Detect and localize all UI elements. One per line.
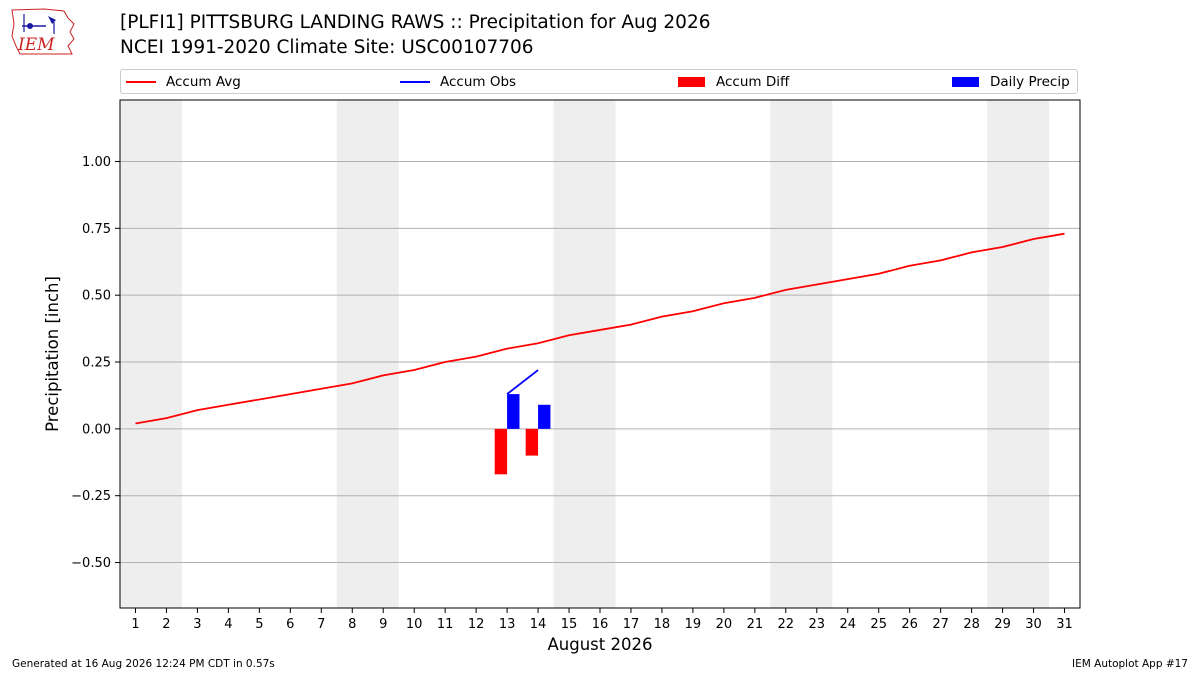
accum-diff-bar (494, 428, 508, 475)
accum-avg-line (135, 232, 1065, 425)
x-tick-label: 17 (623, 617, 640, 632)
x-tick-label: 1 (131, 617, 139, 632)
legend-swatch (400, 81, 430, 83)
x-tick-label: 13 (499, 617, 516, 632)
x-tick-label: 5 (255, 617, 263, 632)
legend-label: Accum Diff (716, 74, 790, 90)
y-tick-label: 0.00 (82, 422, 111, 437)
x-tick-label: 29 (994, 617, 1011, 632)
weekend-band (987, 100, 1050, 608)
weekend-band (770, 100, 833, 608)
x-tick-label: 25 (870, 617, 887, 632)
legend-item-accum-diff: Accum Diff (678, 73, 789, 91)
footer-generated: Generated at 16 Aug 2026 12:24 PM CDT in… (12, 658, 275, 670)
x-tick-label: 7 (317, 617, 325, 632)
legend-swatch (126, 81, 156, 83)
y-tick-label: 0.75 (82, 222, 111, 237)
y-tick-label: 1.00 (82, 155, 111, 170)
svg-text:IEM: IEM (17, 35, 55, 55)
x-tick-label: 24 (839, 617, 856, 632)
legend-label: Daily Precip (990, 74, 1070, 90)
chart-title: [PLFI1] PITTSBURG LANDING RAWS :: Precip… (120, 12, 711, 33)
y-tick-label: −0.25 (71, 489, 111, 504)
x-tick-label: 11 (437, 617, 454, 632)
x-tick-label: 15 (561, 617, 578, 632)
x-tick-label: 19 (685, 617, 702, 632)
x-tick-label: 10 (406, 617, 423, 632)
daily-precip-bar (538, 404, 551, 429)
x-tick-label: 28 (963, 617, 980, 632)
x-tick-label: 22 (778, 617, 795, 632)
legend-item-accum-obs: Accum Obs (400, 73, 516, 91)
x-tick-label: 26 (901, 617, 918, 632)
y-tick-label: 0.25 (82, 356, 111, 371)
x-tick-label: 31 (1056, 617, 1073, 632)
y-tick-label: 0.50 (82, 289, 111, 304)
plot-frame (119, 99, 1081, 609)
weekend-band (120, 100, 182, 608)
x-tick-label: 2 (162, 617, 170, 632)
x-tick-label: 27 (932, 617, 949, 632)
x-tick-label: 6 (286, 617, 294, 632)
legend-item-daily-precip: Daily Precip (952, 73, 1070, 91)
x-tick-label: 3 (193, 617, 201, 632)
accum-obs-line (506, 369, 539, 395)
x-tick-label: 23 (809, 617, 826, 632)
weekend-band (553, 100, 616, 608)
x-tick-label: 8 (348, 617, 356, 632)
y-axis-label: Precipitation [inch] (43, 276, 62, 432)
x-tick-label: 30 (1025, 617, 1042, 632)
accum-diff-bar (525, 428, 539, 456)
x-tick-label: 21 (747, 617, 764, 632)
iem-logo: IEM (11, 8, 75, 55)
legend-swatch (678, 77, 705, 87)
legend-swatch (952, 77, 979, 87)
x-tick-label: 14 (530, 617, 547, 632)
x-tick-label: 20 (716, 617, 733, 632)
y-tick-label: −0.50 (71, 556, 111, 571)
footer-app: IEM Autoplot App #17 (1072, 658, 1188, 670)
legend-label: Accum Obs (440, 74, 517, 90)
x-axis-label: August 2026 (548, 635, 653, 654)
daily-precip-bar (507, 394, 520, 429)
legend: Accum Avg Accum Obs Accum Diff Daily Pre… (120, 69, 1078, 94)
weekend-band (336, 100, 399, 608)
chart-subtitle: NCEI 1991-2020 Climate Site: USC00107706 (120, 37, 534, 58)
x-tick-label: 9 (379, 617, 387, 632)
legend-item-accum-avg: Accum Avg (126, 73, 241, 91)
x-tick-label: 18 (654, 617, 671, 632)
x-tick-label: 16 (592, 617, 609, 632)
x-tick-label: 4 (224, 617, 232, 632)
x-tick-label: 12 (468, 617, 485, 632)
legend-label: Accum Avg (166, 74, 241, 90)
